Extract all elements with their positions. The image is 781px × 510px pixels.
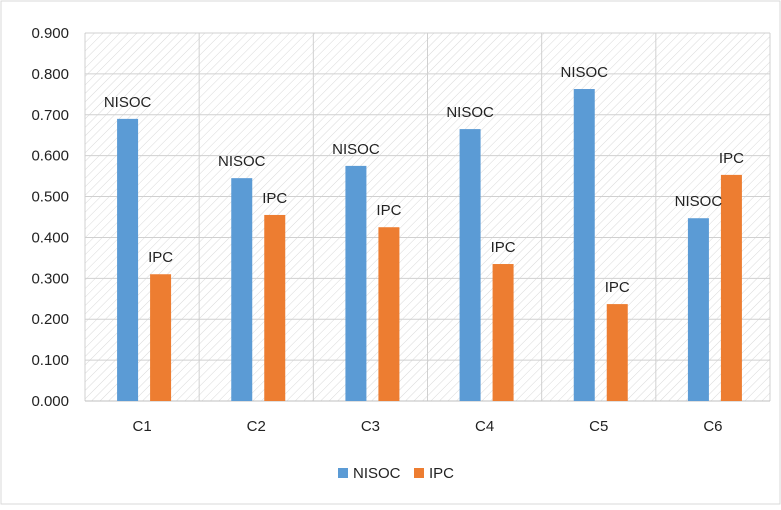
data-label-nisoc: NISOC bbox=[218, 153, 266, 170]
data-label-nisoc: NISOC bbox=[560, 64, 608, 81]
bar-nisoc-c6 bbox=[687, 218, 709, 401]
bar-ipc-c3 bbox=[378, 227, 400, 401]
gridlines bbox=[84, 32, 771, 402]
legend-label-ipc: IPC bbox=[429, 465, 454, 482]
y-tick-label: 0.100 bbox=[31, 352, 69, 369]
y-tick-label: 0.200 bbox=[31, 311, 69, 328]
bars bbox=[117, 89, 742, 402]
data-label-ipc: IPC bbox=[719, 150, 744, 167]
legend-swatch-ipc bbox=[414, 468, 424, 478]
bar-nisoc-c1 bbox=[117, 118, 139, 401]
bar-ipc-c6 bbox=[720, 174, 742, 401]
x-tick-label: C5 bbox=[589, 418, 608, 435]
y-tick-label: 0.000 bbox=[31, 393, 69, 410]
legend-swatch-nisoc bbox=[338, 468, 348, 478]
y-axis: 0.000 0.100 0.200 0.300 0.400 0.500 0.600 0.700… bbox=[31, 25, 69, 410]
bar-ipc-c5 bbox=[606, 304, 628, 401]
data-label-nisoc: NISOC bbox=[446, 104, 494, 121]
x-tick-label: C2 bbox=[247, 418, 266, 435]
legend: NISOC IPC bbox=[338, 465, 454, 482]
data-label-ipc: IPC bbox=[605, 279, 630, 296]
bar-nisoc-c3 bbox=[345, 165, 367, 401]
y-tick-label: 0.900 bbox=[31, 25, 69, 42]
y-tick-label: 0.800 bbox=[31, 66, 69, 83]
bar-nisoc-c4 bbox=[459, 129, 481, 402]
bar-nisoc-c5 bbox=[573, 89, 595, 402]
y-tick-label: 0.300 bbox=[31, 270, 69, 287]
y-tick-label: 0.700 bbox=[31, 107, 69, 124]
data-label-nisoc: NISOC bbox=[332, 141, 380, 158]
data-labels: NISOC IPC NISOC IPC NISOC IPC NISOC IPC NISOC IPC… bbox=[104, 64, 744, 296]
data-label-ipc: IPC bbox=[262, 190, 287, 207]
x-tick-label: C1 bbox=[132, 418, 151, 435]
legend-label-nisoc: NISOC bbox=[353, 465, 401, 482]
bar-ipc-c4 bbox=[492, 264, 514, 401]
bar-ipc-c2 bbox=[264, 214, 286, 401]
y-tick-label: 0.400 bbox=[31, 229, 69, 246]
x-tick-label: C6 bbox=[703, 418, 722, 435]
data-label-ipc: IPC bbox=[148, 249, 173, 266]
bar-nisoc-c2 bbox=[231, 178, 253, 401]
data-label-ipc: IPC bbox=[491, 239, 516, 256]
data-label-nisoc: NISOC bbox=[675, 193, 723, 210]
bar-ipc-c1 bbox=[150, 274, 172, 401]
x-tick-label: C3 bbox=[361, 418, 380, 435]
data-label-ipc: IPC bbox=[376, 202, 401, 219]
x-tick-label: C4 bbox=[475, 418, 494, 435]
y-tick-label: 0.500 bbox=[31, 189, 69, 206]
y-tick-label: 0.600 bbox=[31, 148, 69, 165]
data-label-nisoc: NISOC bbox=[104, 94, 152, 111]
x-axis: C1 C2 C3 C4 C5 C6 bbox=[132, 418, 722, 435]
